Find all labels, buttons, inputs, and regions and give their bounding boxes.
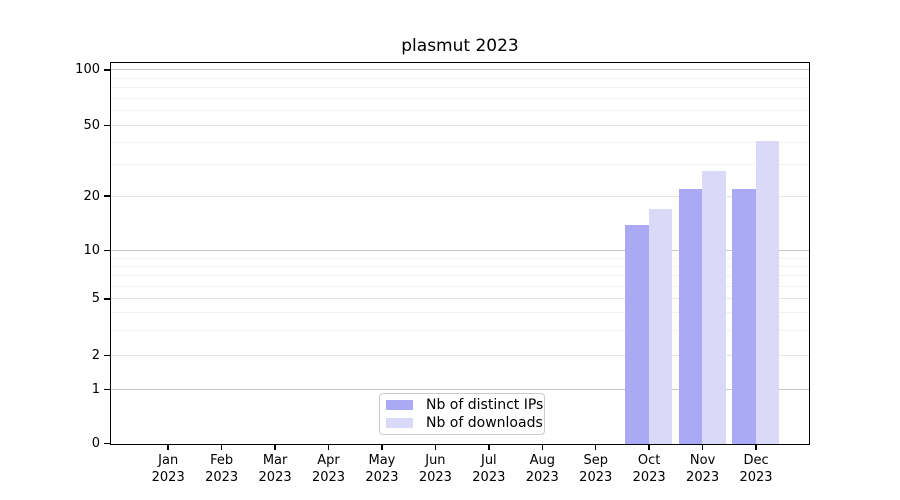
y-tick-mark: [104, 298, 110, 300]
y-tick-label: 50: [83, 117, 100, 133]
x-tick-label: Mar 2023: [243, 452, 307, 486]
x-tick-year: 2023: [632, 470, 666, 485]
bar-downloads-oct: [648, 209, 673, 444]
x-tick-month: Jul: [480, 453, 497, 468]
x-tick-mark: [274, 445, 276, 450]
x-tick-year: 2023: [739, 470, 773, 485]
x-tick-label: Feb 2023: [190, 452, 254, 486]
y-tick-label: 100: [75, 62, 100, 78]
x-tick-year: 2023: [311, 470, 346, 485]
bar-downloads-dec: [755, 141, 780, 444]
x-tick-year: 2023: [365, 470, 399, 485]
gridline-mid: [111, 195, 809, 197]
bar-distinct-ips-oct: [625, 224, 649, 444]
x-tick-label: Sep 2023: [564, 452, 628, 486]
bar-distinct-ips-nov: [678, 189, 703, 444]
y-tick-label: 2: [91, 348, 100, 364]
x-tick-mark: [220, 445, 223, 450]
gridline-minor: [111, 330, 809, 332]
y-tick-label: 5: [91, 291, 100, 307]
x-tick-year: 2023: [472, 470, 506, 485]
gridline-mid: [111, 298, 809, 300]
chart-title: plasmut 2023: [401, 36, 519, 56]
x-tick-label: Jul 2023: [457, 452, 521, 486]
x-tick-mark: [755, 445, 757, 450]
x-tick-mark: [648, 445, 650, 450]
x-tick-label: Jan 2023: [136, 452, 200, 486]
x-tick-month: Mar: [262, 453, 288, 468]
y-tick-mark: [104, 69, 110, 71]
y-tick-label: 10: [83, 243, 100, 259]
legend-swatch-distinct-ips: [386, 400, 413, 410]
gridline-minor: [111, 142, 809, 143]
x-tick-month: Jan: [158, 453, 179, 468]
x-tick-year: 2023: [205, 470, 239, 485]
y-tick-label: 20: [83, 188, 100, 204]
x-tick-year: 2023: [258, 470, 292, 485]
x-tick-mark: [434, 445, 437, 450]
x-tick-label: Oct 2023: [617, 452, 681, 486]
y-tick-mark: [104, 442, 110, 445]
y-tick-label: 0: [91, 436, 100, 451]
y-tick-mark: [104, 354, 110, 357]
gridline-minor: [111, 87, 809, 89]
x-tick-label: Jun 2023: [403, 452, 467, 486]
gridline-minor: [111, 257, 809, 259]
x-tick-month: Oct: [637, 453, 661, 468]
x-tick-month: Sep: [583, 453, 608, 468]
gridline-major: [111, 388, 809, 390]
gridline-minor: [111, 97, 809, 99]
y-tick-label: 1: [91, 381, 100, 397]
y-tick-mark: [104, 388, 110, 391]
x-tick-mark: [488, 445, 490, 450]
x-tick-label: Dec 2023: [724, 452, 788, 486]
legend: Nb of distinct IPs Nb of downloads: [379, 393, 545, 435]
x-tick-month: Feb: [210, 453, 234, 468]
x-tick-year: 2023: [525, 470, 559, 485]
gridline-minor: [111, 110, 809, 112]
legend-label-distinct-ips: Nb of distinct IPs: [426, 397, 544, 413]
x-tick-mark: [381, 445, 383, 450]
y-tick-mark: [104, 195, 110, 197]
bar-distinct-ips-dec: [732, 189, 756, 444]
y-tick-mark: [104, 124, 110, 127]
gridline-major: [111, 250, 809, 252]
y-tick-mark: [104, 249, 110, 252]
gridline-mid: [111, 355, 809, 357]
x-tick-year: 2023: [686, 470, 720, 485]
x-tick-mark: [701, 445, 704, 450]
x-tick-month: Dec: [743, 453, 769, 468]
x-tick-mark: [167, 445, 169, 450]
gridline-mid: [111, 124, 809, 126]
x-tick-label: Apr 2023: [297, 452, 361, 486]
gridline-major: [111, 69, 809, 71]
gridline-minor: [111, 265, 809, 267]
x-tick-month: Nov: [689, 453, 716, 468]
gridline-minor: [111, 77, 809, 79]
x-tick-month: Jun: [425, 453, 446, 468]
x-tick-mark: [541, 445, 544, 450]
gridline-minor: [111, 285, 809, 287]
x-tick-mark: [327, 445, 330, 450]
x-tick-year: 2023: [579, 470, 613, 485]
gridline-minor: [111, 164, 809, 166]
legend-item-downloads: Nb of downloads: [386, 414, 543, 432]
x-tick-month: May: [368, 453, 396, 468]
x-tick-month: Apr: [317, 453, 340, 468]
x-tick-month: Aug: [529, 453, 555, 468]
gridline-minor: [111, 312, 809, 314]
x-tick-year: 2023: [418, 470, 452, 485]
x-tick-label: Nov 2023: [671, 452, 735, 486]
legend-swatch-downloads: [386, 418, 413, 428]
x-tick-label: May 2023: [350, 452, 414, 486]
legend-item-distinct-ips: Nb of distinct IPs: [386, 396, 543, 414]
bar-downloads-nov: [702, 170, 726, 444]
gridline-minor: [111, 275, 809, 277]
plot-area: [110, 62, 810, 445]
x-tick-year: 2023: [151, 470, 185, 485]
legend-label-downloads: Nb of downloads: [426, 415, 543, 431]
x-tick-mark: [594, 445, 597, 450]
x-tick-label: Aug 2023: [510, 452, 574, 486]
